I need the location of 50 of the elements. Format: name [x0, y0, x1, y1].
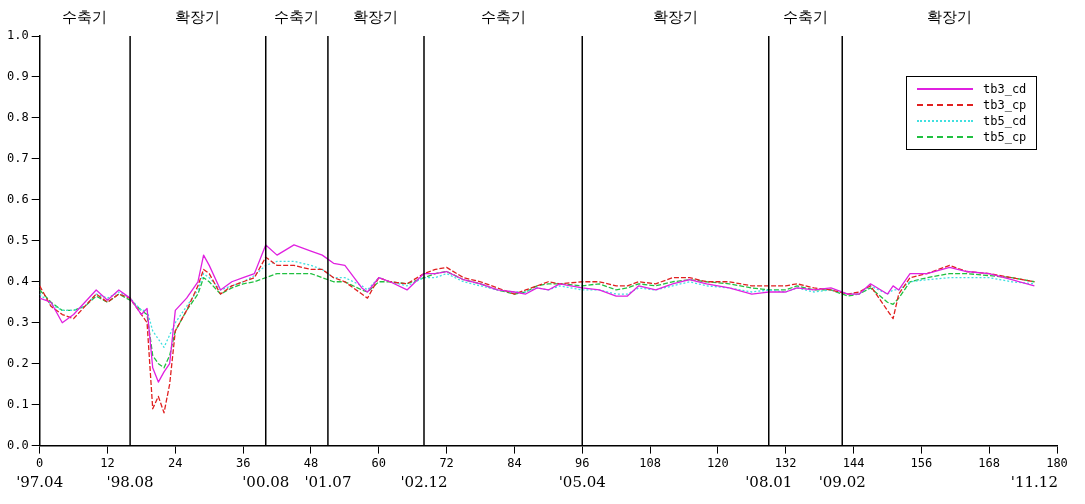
y-tick-label: 1.0	[6, 28, 29, 43]
x-tick-label: 120	[707, 455, 729, 470]
x-tick-label: 48	[303, 455, 319, 470]
text: '98.08	[106, 473, 154, 492]
x-tick-label: 132	[774, 455, 797, 470]
y-tick-label: 0.0	[6, 437, 29, 452]
text: '02.12	[400, 473, 448, 492]
y-tick-label: 0.4	[6, 273, 29, 288]
text: '11.12	[1010, 473, 1058, 492]
x-tick-label: 144	[842, 455, 865, 470]
x-tick-label: 36	[235, 455, 251, 470]
x-tick-label: 108	[639, 455, 661, 470]
x-tick-label: 12	[100, 455, 115, 470]
y-tick-label: 0.5	[6, 232, 29, 247]
y-tick-label: 0.7	[6, 151, 29, 166]
line-series	[39, 270, 1036, 369]
text: 수축기	[62, 7, 108, 26]
legend-label: tb3_cp	[983, 98, 1027, 112]
y-tick-label: 0.6	[6, 191, 29, 206]
y-tick-label: 0.1	[6, 396, 29, 411]
x-tick-label: 180	[1046, 455, 1068, 470]
text: '05.04	[558, 473, 606, 492]
y-tick-label: 0.9	[6, 69, 29, 84]
text: 수축기	[480, 7, 526, 26]
text: '00.08	[242, 473, 290, 492]
text: 수축기	[274, 7, 320, 26]
text: 확장기	[927, 7, 973, 26]
x-tick-label: 84	[507, 455, 522, 470]
x-tick-label: 156	[910, 455, 933, 470]
x-tick-label: 0	[36, 455, 44, 470]
y-tick-label: 0.3	[6, 314, 29, 329]
legend-label: tb3_cd	[983, 82, 1027, 96]
text: '01.07	[304, 473, 352, 492]
y-tick-label: 0.8	[6, 110, 29, 125]
x-tick-label: 60	[371, 455, 387, 470]
x-tick-label: 168	[978, 455, 1001, 470]
x-tick-label: 96	[575, 455, 590, 470]
y-tick-label: 0.2	[6, 355, 29, 370]
text: '08.01	[745, 473, 793, 492]
text: 수축기	[782, 7, 828, 26]
text: 확장기	[653, 7, 698, 26]
text: '97.04	[16, 473, 64, 492]
line-series	[39, 260, 1036, 348]
x-tick-label: 24	[168, 455, 183, 470]
x-tick-label: 72	[439, 455, 454, 470]
text: '09.02	[818, 473, 866, 492]
text: 확장기	[353, 7, 399, 26]
legend-label: tb5_cd	[983, 114, 1027, 128]
text: 확장기	[175, 7, 221, 26]
legend-label: tb5_cp	[983, 130, 1027, 144]
